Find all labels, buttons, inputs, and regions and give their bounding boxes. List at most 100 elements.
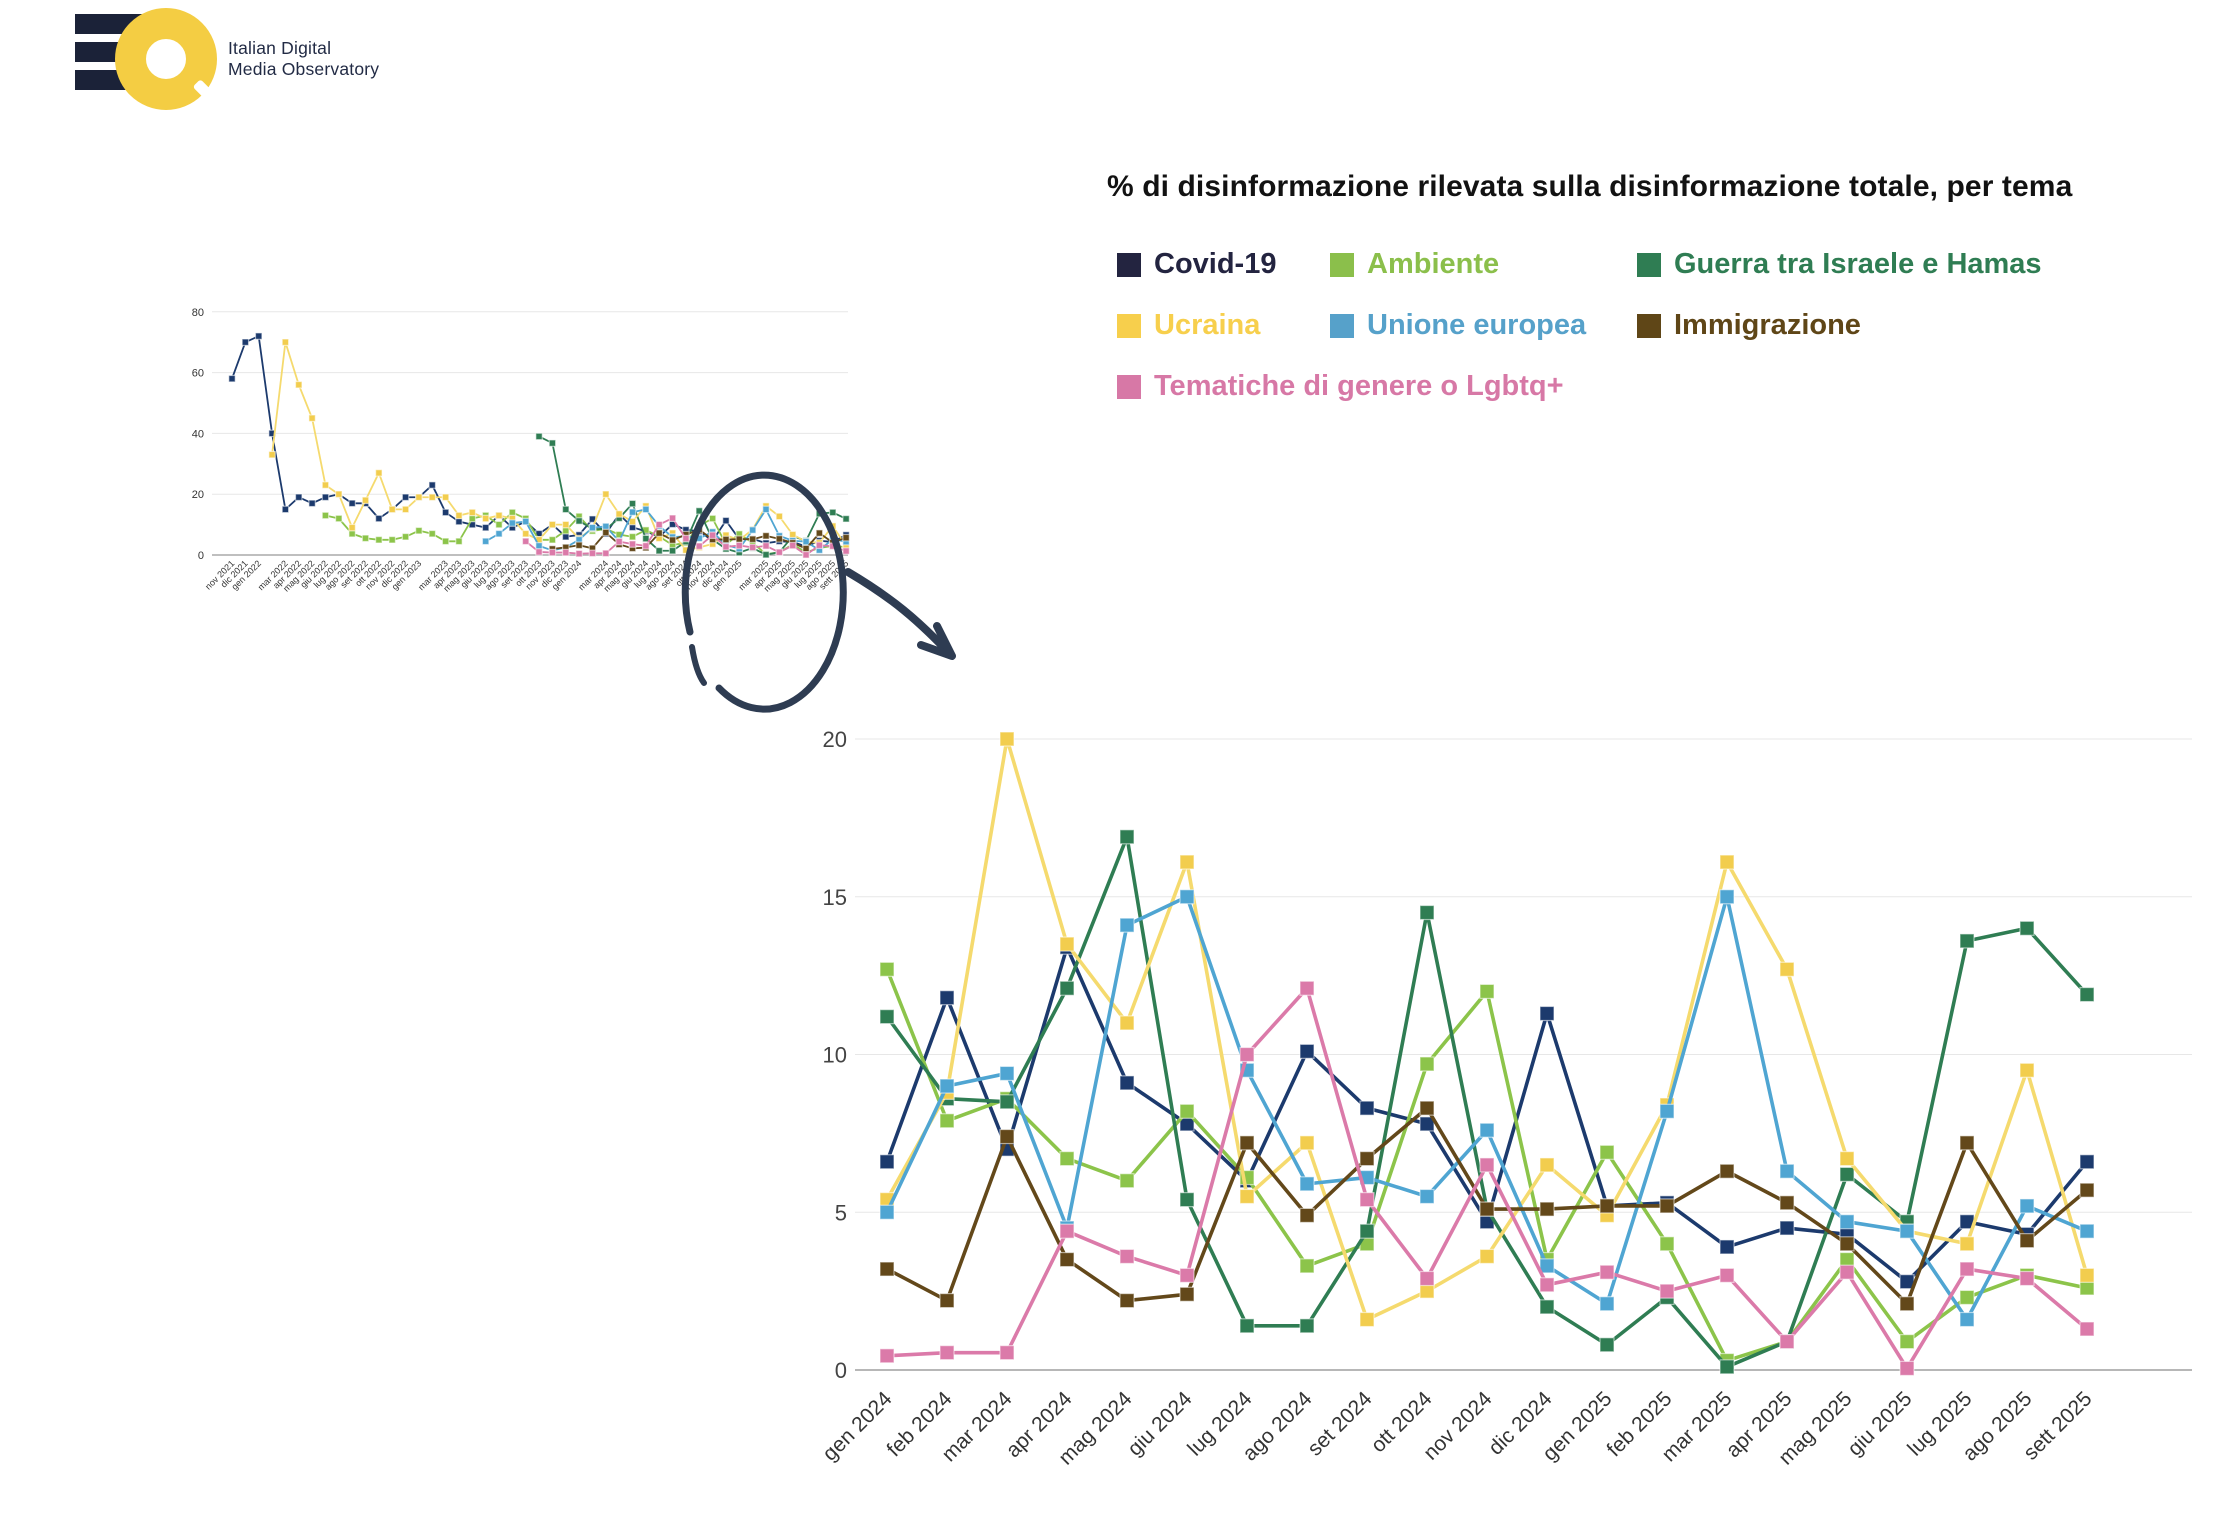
- data-point-marker: [561, 548, 570, 557]
- data-point-marker: [2079, 1267, 2095, 1283]
- data-point-marker: [1719, 889, 1735, 905]
- zoom-annotation: [681, 471, 956, 713]
- legend-swatch-icon: [1117, 374, 1141, 399]
- data-point-marker: [548, 536, 557, 544]
- data-point-marker: [1719, 1267, 1735, 1283]
- data-point-marker: [842, 515, 850, 523]
- data-point-marker: [642, 534, 650, 543]
- data-point-marker: [281, 505, 290, 514]
- data-point-marker: [1959, 1289, 1975, 1306]
- y-axis-tick-label: 20: [823, 727, 847, 752]
- y-axis-tick-label: 0: [835, 1358, 847, 1383]
- data-point-marker: [588, 549, 597, 558]
- legend-swatch-icon: [1330, 313, 1354, 338]
- legend-swatch-icon: [1637, 313, 1661, 338]
- legend-item-covid-19: Covid-19: [1117, 248, 1330, 281]
- data-point-marker: [1059, 980, 1075, 996]
- legend-swatch-icon: [1117, 252, 1141, 277]
- data-point-marker: [1359, 1223, 1375, 1239]
- data-point-marker: [535, 542, 543, 550]
- data-point-marker: [1479, 1248, 1495, 1265]
- data-point-marker: [1239, 1188, 1255, 1205]
- data-point-marker: [575, 541, 583, 550]
- data-point-marker: [1299, 1258, 1315, 1274]
- data-point-marker: [428, 481, 437, 489]
- data-point-marker: [1599, 1337, 1615, 1353]
- data-point-marker: [879, 1009, 895, 1025]
- data-point-marker: [788, 541, 797, 550]
- data-point-marker: [535, 548, 543, 556]
- legend-label: Guerra tra Israele e Hamas: [1674, 248, 2042, 280]
- data-point-marker: [321, 493, 330, 502]
- data-point-marker: [1539, 1277, 1555, 1293]
- data-point-marker: [842, 533, 850, 542]
- data-point-marker: [401, 505, 410, 514]
- data-point-marker: [495, 520, 503, 529]
- data-point-marker: [628, 508, 637, 516]
- series-immigrazione: [879, 1100, 2095, 1312]
- data-point-marker: [722, 535, 730, 544]
- data-point-marker: [1839, 1264, 1855, 1280]
- legend-item-unione-europea: Unione europea: [1330, 309, 1637, 342]
- y-axis-tick-label: 40: [192, 428, 204, 440]
- data-point-marker: [1899, 1223, 1915, 1239]
- y-axis-tick-label: 5: [835, 1200, 847, 1225]
- data-point-marker: [1839, 1166, 1855, 1182]
- data-point-marker: [1659, 1236, 1675, 1252]
- data-point-marker: [1419, 1056, 1435, 1072]
- data-point-marker: [375, 469, 383, 477]
- series-unione-europea: [879, 889, 2095, 1328]
- data-point-marker: [1839, 1214, 1855, 1230]
- data-point-marker: [879, 1261, 895, 1277]
- data-point-marker: [388, 505, 397, 514]
- series-ucraina: [879, 731, 2095, 1328]
- legend-swatch-icon: [1117, 313, 1141, 338]
- data-point-marker: [615, 510, 623, 518]
- data-point-marker: [1119, 1292, 1135, 1309]
- data-point-marker: [999, 1128, 1015, 1145]
- data-point-marker: [348, 523, 356, 532]
- data-point-marker: [521, 529, 530, 538]
- data-point-marker: [879, 1348, 895, 1364]
- data-point-marker: [401, 493, 410, 502]
- data-point-marker: [294, 380, 303, 389]
- data-point-marker: [1419, 1116, 1435, 1132]
- data-point-marker: [1959, 1236, 1975, 1252]
- data-point-marker: [1959, 1261, 1975, 1277]
- data-point-marker: [1539, 1201, 1555, 1217]
- data-point-marker: [1119, 1248, 1135, 1265]
- data-point-marker: [762, 505, 770, 514]
- data-point-marker: [1179, 1286, 1195, 1302]
- data-point-marker: [468, 514, 477, 523]
- data-point-marker: [2019, 920, 2035, 936]
- data-point-marker: [1659, 1198, 1675, 1214]
- data-point-marker: [775, 535, 784, 543]
- data-point-marker: [1299, 1207, 1315, 1224]
- logo-text-line2: Media Observatory: [228, 59, 380, 79]
- data-point-marker: [1059, 1251, 1075, 1268]
- legend-label: Covid-19: [1154, 248, 1277, 280]
- data-point-marker: [879, 1154, 895, 1170]
- data-point-marker: [1539, 1157, 1555, 1173]
- data-point-marker: [508, 519, 517, 527]
- data-point-marker: [748, 526, 757, 534]
- data-point-marker: [415, 493, 423, 502]
- data-point-marker: [1479, 1201, 1495, 1217]
- data-point-marker: [1479, 983, 1495, 999]
- data-point-marker: [495, 529, 503, 538]
- data-point-marker: [939, 1113, 955, 1129]
- data-point-marker: [655, 529, 664, 537]
- data-point-marker: [1419, 1188, 1435, 1205]
- data-point-marker: [1779, 961, 1795, 977]
- data-point-marker: [1119, 829, 1135, 845]
- data-point-marker: [2019, 1198, 2035, 1214]
- data-point-marker: [308, 414, 316, 423]
- y-axis-tick-label: 10: [823, 1043, 847, 1068]
- data-point-marker: [1779, 1195, 1795, 1211]
- data-point-marker: [642, 542, 650, 550]
- data-point-marker: [1719, 1359, 1735, 1375]
- data-point-marker: [2079, 1223, 2095, 1239]
- data-point-marker: [722, 542, 730, 551]
- y-axis-tick-label: 15: [823, 885, 847, 910]
